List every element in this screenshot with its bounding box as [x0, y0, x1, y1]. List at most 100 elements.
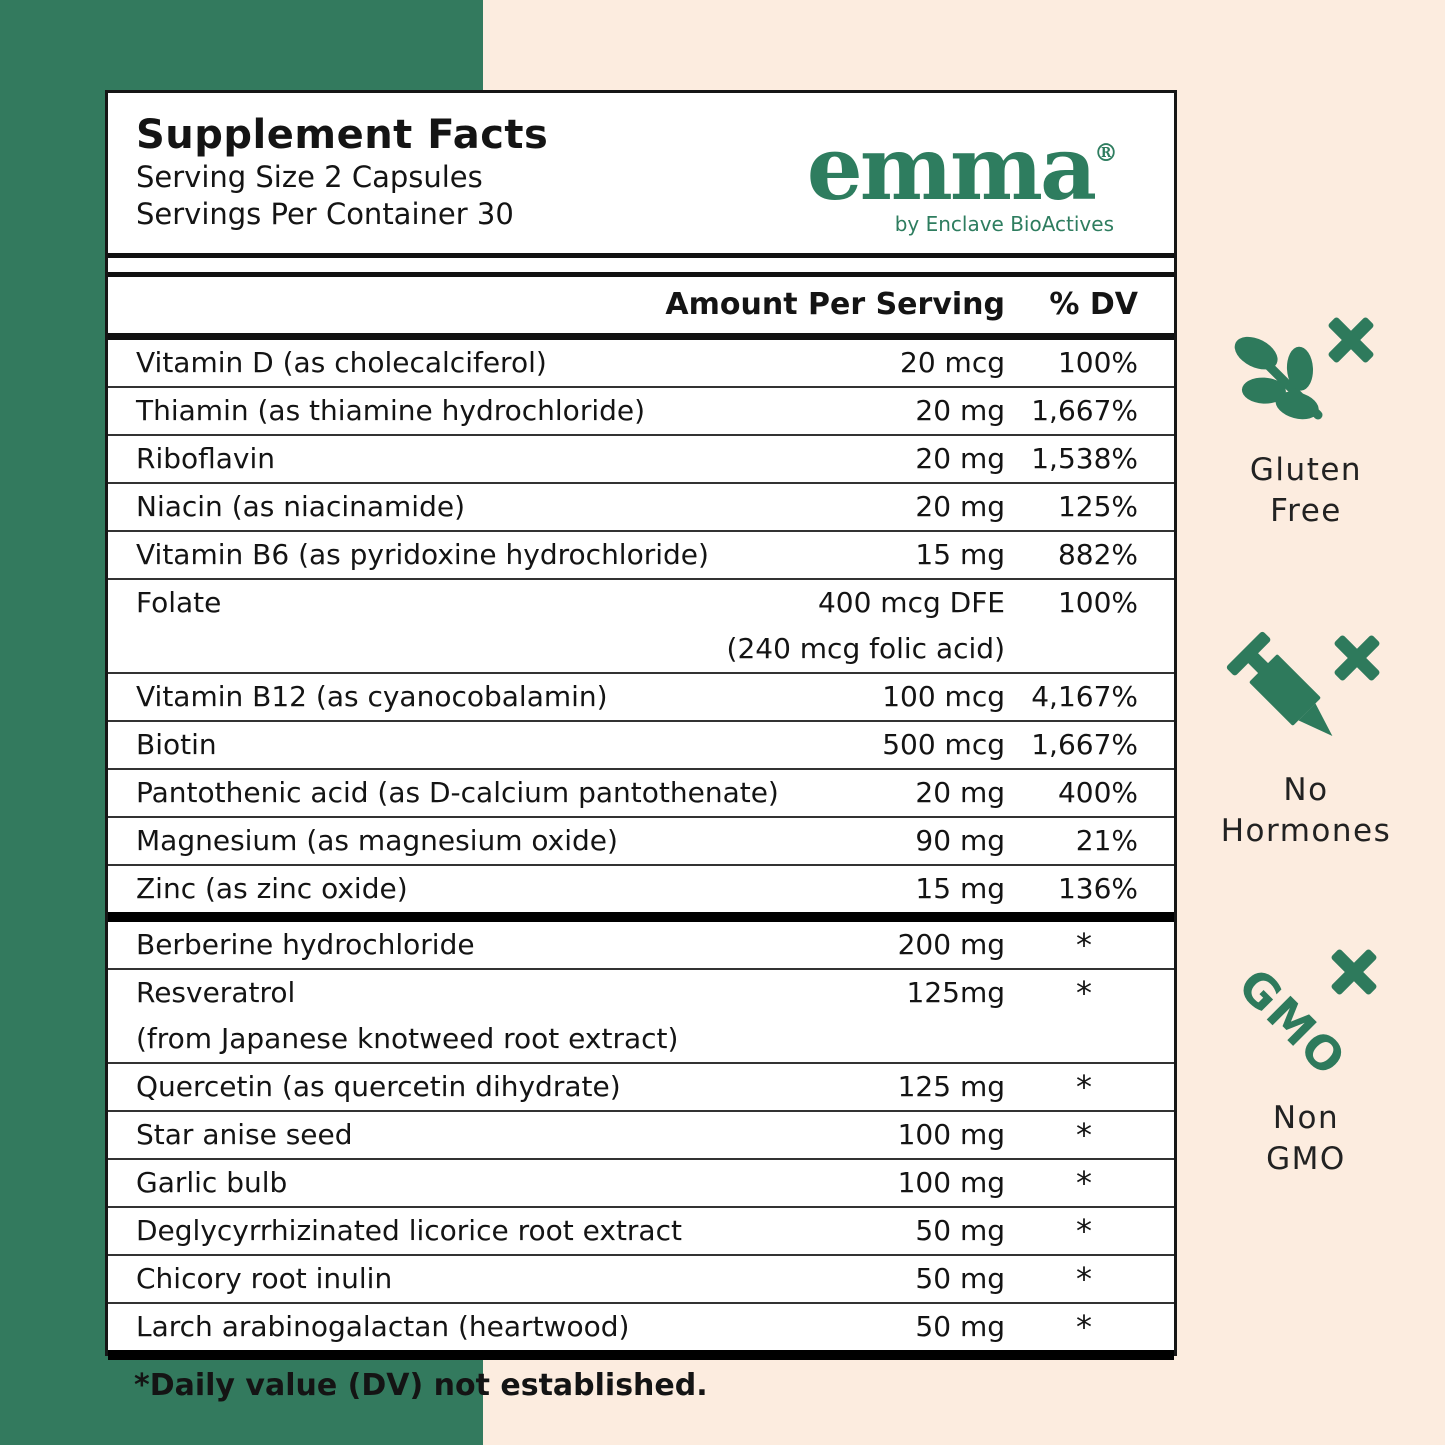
nutrient-dv: *	[1076, 1068, 1092, 1106]
nutrient-dv: 100%	[1057, 586, 1138, 619]
footnote: *Daily value (DV) not established.	[134, 1368, 708, 1403]
nutrient-dv: *	[1076, 1260, 1092, 1298]
badge-label: No Hormones	[1220, 772, 1392, 849]
table-row: Vitamin B12 (as cyanocobalamin) 100 mcg 4,…	[108, 672, 1174, 720]
nutrient-dv: *	[1076, 1164, 1092, 1202]
nutrient-name: Quercetin (as quercetin dihydrate)	[136, 1070, 621, 1103]
nutrient-dv: 125%	[1057, 490, 1138, 523]
nutrient-amount: 400 mcg DFE (240 mcg folic acid)	[726, 586, 1005, 665]
dv-column-header: % DV	[1049, 287, 1138, 322]
nutrient-name: Folate	[136, 586, 222, 619]
section-divider	[108, 912, 1174, 922]
nutrient-amount: 125mg	[906, 976, 1006, 1009]
nutrient-dv: 882%	[1057, 538, 1138, 571]
table-row: Vitamin D (as cholecalciferol) 20 mcg 100%	[108, 340, 1174, 386]
table-row: Zinc (as zinc oxide) 15 mg 136%	[108, 864, 1174, 912]
table-row: Vitamin B6 (as pyridoxine hydrochloride)…	[108, 530, 1174, 578]
nutrient-amount: 100 mg	[897, 1118, 1005, 1151]
nutrient-name: Star anise seed	[136, 1118, 353, 1151]
nutrient-name: Riboflavin	[136, 442, 276, 475]
brand-wordmark: emma®	[806, 116, 1118, 220]
amount-column-header: Amount Per Serving	[665, 287, 1005, 322]
gluten-free-badge: Gluten Free	[1211, 312, 1401, 532]
non-gmo-icon: GMO	[1228, 949, 1377, 1087]
nutrient-amount: 20 mcg	[900, 346, 1005, 379]
nutrient-name: Pantothenic acid (as D-calcium pantothen…	[136, 776, 779, 809]
table-row: Pantothenic acid (as D-calcium pantothen…	[108, 768, 1174, 816]
brand-logo: emma® by Enclave BioActives	[807, 113, 1118, 236]
botanicals-section: Berberine hydrochloride 200 mg * Resveratro…	[108, 922, 1174, 1350]
table-row: Deglycyrrhizinated licorice root extract…	[108, 1206, 1174, 1254]
nutrient-amount: 20 mg	[915, 442, 1005, 475]
footnote-divider	[108, 1350, 1174, 1360]
badge-label: Non GMO	[1266, 1100, 1346, 1177]
nutrient-amount: 100 mcg	[882, 680, 1005, 713]
nutrient-amount: 50 mg	[915, 1310, 1005, 1343]
nutrient-dv: *	[1076, 974, 1092, 1012]
nutrient-name: Zinc (as zinc oxide)	[136, 872, 408, 905]
nutrient-name: Deglycyrrhizinated licorice root extract	[136, 1214, 682, 1247]
nutrient-amount: 500 mcg	[882, 728, 1005, 761]
column-header-divider	[108, 333, 1174, 340]
header-divider	[108, 253, 1174, 277]
nutrient-amount: 20 mg	[915, 776, 1005, 809]
table-row: Berberine hydrochloride 200 mg *	[108, 922, 1174, 968]
vitamins-section: Vitamin D (as cholecalciferol) 20 mcg 100%…	[108, 340, 1174, 912]
no-hormones-badge: No Hormones	[1211, 628, 1401, 852]
nutrient-name: Vitamin D (as cholecalciferol)	[136, 346, 547, 379]
table-row: Magnesium (as magnesium oxide) 90 mg 21%	[108, 816, 1174, 864]
nutrient-name: Chicory root inulin	[136, 1262, 393, 1295]
table-row: Thiamin (as thiamine hydrochloride) 20 mg…	[108, 386, 1174, 434]
no-hormones-icon	[1226, 631, 1380, 736]
nutrient-amount: 100 mg	[897, 1166, 1005, 1199]
nutrient-name: Resveratrol (from Japanese knotweed root …	[136, 976, 679, 1055]
nutrient-name: Thiamin (as thiamine hydrochloride)	[136, 394, 646, 427]
table-row: Biotin 500 mcg 1,667%	[108, 720, 1174, 768]
table-row: Niacin (as niacinamide) 20 mg 125%	[108, 482, 1174, 530]
gmo-rotated-text: GMO	[1228, 958, 1357, 1087]
nutrient-dv: 1,667%	[1031, 728, 1138, 761]
panel-title: Supplement Facts	[136, 112, 549, 158]
table-row: Garlic bulb 100 mg *	[108, 1158, 1174, 1206]
nutrient-dv: 100%	[1057, 346, 1138, 379]
nutrient-dv: 136%	[1057, 872, 1138, 905]
nutrient-dv: 400%	[1057, 776, 1138, 809]
panel-header: Supplement Facts Serving Size 2 Capsules…	[108, 93, 1174, 253]
servings-per-container: Servings Per Container 30	[136, 197, 514, 231]
table-row: Riboflavin 20 mg 1,538%	[108, 434, 1174, 482]
table-row: Star anise seed 100 mg *	[108, 1110, 1174, 1158]
badge-label: Gluten Free	[1249, 452, 1363, 529]
nutrient-name: Biotin	[136, 728, 217, 761]
nutrient-name: Vitamin B12 (as cyanocobalamin)	[136, 680, 608, 713]
column-header-row: Amount Per Serving % DV	[108, 277, 1174, 333]
nutrient-amount: 15 mg	[915, 872, 1005, 905]
nutrient-name: Magnesium (as magnesium oxide)	[136, 824, 618, 857]
table-row: Resveratrol (from Japanese knotweed root …	[108, 968, 1174, 1062]
table-row: Larch arabinogalactan (heartwood) 50 mg *	[108, 1302, 1174, 1350]
nutrient-dv: 1,667%	[1031, 394, 1138, 427]
table-row: Chicory root inulin 50 mg *	[108, 1254, 1174, 1302]
nutrient-dv: *	[1076, 1212, 1092, 1250]
nutrient-name: Larch arabinogalactan (heartwood)	[136, 1310, 630, 1343]
nutrient-amount: 50 mg	[915, 1262, 1005, 1295]
nutrient-name: Niacin (as niacinamide)	[136, 490, 466, 523]
nutrient-dv: 21%	[1075, 824, 1138, 857]
registered-mark: ®	[1094, 138, 1118, 167]
nutrient-amount: 50 mg	[915, 1214, 1005, 1247]
brand-byline: by Enclave BioActives	[894, 212, 1114, 236]
serving-info: Supplement Facts Serving Size 2 Capsules…	[136, 111, 548, 233]
serving-size: Serving Size 2 Capsules	[136, 160, 483, 194]
nutrient-name: Vitamin B6 (as pyridoxine hydrochloride)	[136, 538, 709, 571]
nutrient-dv: 1,538%	[1031, 442, 1138, 475]
nutrient-dv: *	[1076, 926, 1092, 964]
nutrient-dv: 4,167%	[1031, 680, 1138, 713]
nutrient-dv: *	[1076, 1308, 1092, 1346]
nutrient-amount: 20 mg	[915, 394, 1005, 427]
nutrient-amount: 200 mg	[897, 928, 1005, 961]
nutrient-name: Garlic bulb	[136, 1166, 288, 1199]
table-row: Folate 400 mcg DFE (240 mcg folic acid) 100…	[108, 578, 1174, 672]
non-gmo-badge: GMO Non GMO	[1211, 942, 1401, 1180]
nutrient-amount: 15 mg	[915, 538, 1005, 571]
gluten-free-icon	[1234, 317, 1374, 420]
